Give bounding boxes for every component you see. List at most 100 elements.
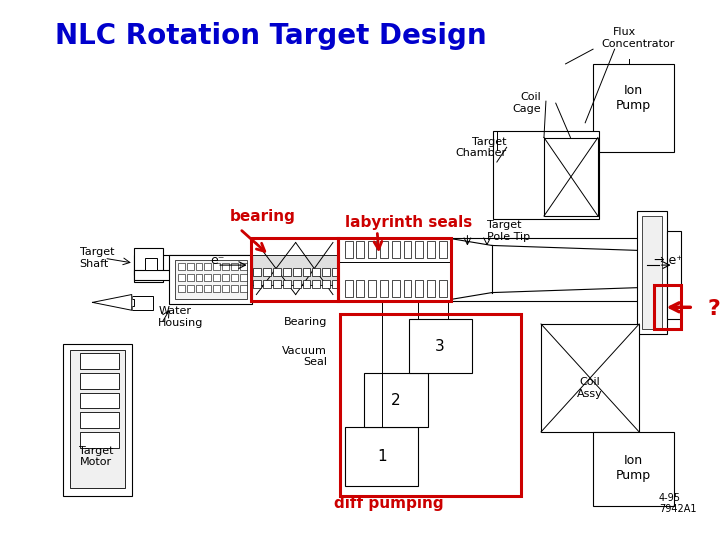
Bar <box>240 285 246 292</box>
Text: Vacuum
Seal: Vacuum Seal <box>282 346 327 367</box>
Text: labyrinth seals: labyrinth seals <box>345 215 472 231</box>
Text: diff pumping: diff pumping <box>334 496 444 511</box>
Bar <box>145 258 157 270</box>
Bar <box>345 240 353 258</box>
Bar <box>134 255 308 275</box>
Bar <box>356 240 364 258</box>
Bar <box>80 413 119 428</box>
Bar <box>264 268 271 276</box>
Bar <box>251 238 338 301</box>
Bar <box>654 285 681 329</box>
Polygon shape <box>92 294 132 310</box>
Text: NLC Rotation Target Design: NLC Rotation Target Design <box>55 22 487 50</box>
Bar <box>493 131 599 219</box>
Bar <box>178 263 185 270</box>
Bar <box>427 280 435 298</box>
Bar <box>240 263 246 270</box>
Text: Target
Pole Tip: Target Pole Tip <box>487 220 530 241</box>
Bar <box>231 263 238 270</box>
Bar <box>213 285 220 292</box>
Bar <box>451 238 647 301</box>
Bar <box>356 280 364 298</box>
Text: Concentrator: Concentrator <box>601 39 674 49</box>
Bar <box>439 240 447 258</box>
Bar <box>186 263 194 270</box>
Bar <box>439 280 447 298</box>
Bar <box>345 280 353 298</box>
Bar <box>332 280 340 288</box>
Bar <box>231 274 238 281</box>
Bar <box>80 353 119 369</box>
Bar <box>204 285 211 292</box>
Bar <box>322 280 330 288</box>
Bar <box>404 280 411 298</box>
Bar <box>293 280 300 288</box>
Bar <box>253 268 261 276</box>
Bar <box>251 238 338 301</box>
Bar <box>70 350 125 488</box>
Bar <box>667 231 681 319</box>
Bar <box>240 274 246 281</box>
Text: 1: 1 <box>377 449 387 464</box>
Text: e⁻: e⁻ <box>210 254 225 267</box>
Bar <box>273 280 281 288</box>
Bar <box>408 319 472 373</box>
Bar <box>213 274 220 281</box>
Bar <box>132 295 153 310</box>
Bar <box>368 280 376 298</box>
Bar <box>222 263 229 270</box>
Bar <box>642 216 662 329</box>
Bar <box>541 324 639 432</box>
Bar <box>345 427 418 486</box>
Bar <box>273 268 281 276</box>
Bar <box>283 268 291 276</box>
Bar <box>544 138 598 216</box>
Bar <box>186 285 194 292</box>
Bar <box>415 240 423 258</box>
Bar <box>204 263 211 270</box>
Bar <box>593 64 673 152</box>
Bar <box>178 274 185 281</box>
Bar <box>380 240 388 258</box>
Bar <box>637 211 667 334</box>
Bar <box>134 270 308 280</box>
Bar <box>264 280 271 288</box>
Bar <box>338 238 451 301</box>
Bar <box>80 432 119 448</box>
Bar <box>134 248 163 282</box>
Bar <box>392 240 400 258</box>
Bar <box>293 268 300 276</box>
Bar <box>404 240 411 258</box>
Text: Coil
Assy: Coil Assy <box>577 377 603 399</box>
Bar <box>222 274 229 281</box>
Bar <box>222 285 229 292</box>
Text: 4-95
7942A1: 4-95 7942A1 <box>659 493 696 515</box>
Text: ?: ? <box>708 299 720 319</box>
Bar <box>415 280 423 298</box>
Text: Target
Shaft: Target Shaft <box>80 247 114 269</box>
Text: Target
Chamber: Target Chamber <box>456 137 507 158</box>
Bar <box>283 280 291 288</box>
Bar <box>80 393 119 408</box>
Text: 2: 2 <box>391 393 400 408</box>
Bar <box>322 268 330 276</box>
Text: Coil
Cage: Coil Cage <box>513 92 541 114</box>
Text: bearing: bearing <box>230 208 296 224</box>
Text: Bearing: Bearing <box>284 317 327 327</box>
Bar <box>196 285 202 292</box>
Bar <box>368 240 376 258</box>
Bar <box>332 268 340 276</box>
Bar <box>302 268 310 276</box>
Bar <box>312 268 320 276</box>
Bar <box>427 240 435 258</box>
Bar <box>196 274 202 281</box>
Bar <box>392 280 400 298</box>
Bar <box>251 255 338 285</box>
Bar <box>312 280 320 288</box>
Bar <box>302 280 310 288</box>
Text: Ion
Pump: Ion Pump <box>616 84 651 112</box>
Bar <box>231 285 238 292</box>
Bar <box>169 255 253 305</box>
Bar <box>253 280 261 288</box>
Bar <box>178 285 185 292</box>
